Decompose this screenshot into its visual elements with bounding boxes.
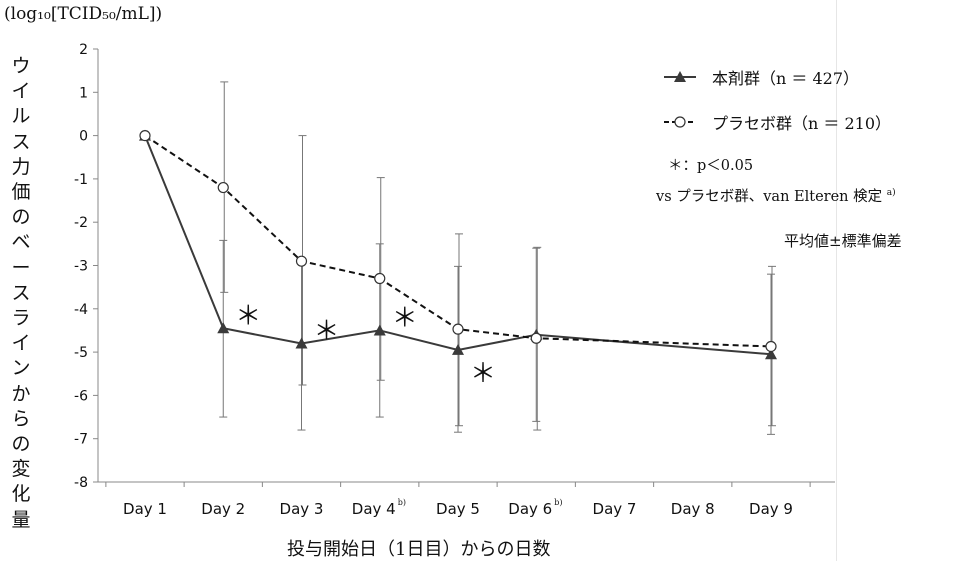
x-tick-label: Day 1 <box>123 500 167 518</box>
significance-star: ＊ <box>235 301 261 331</box>
data-point-series2 <box>217 181 229 194</box>
x-tick-footnote: b) <box>554 498 562 507</box>
y-tick-label: -3 <box>74 259 88 275</box>
legend-open-circle-icon <box>664 116 696 128</box>
y-tick-label: -4 <box>74 302 88 318</box>
x-tick-label: Day 6 <box>508 500 552 518</box>
data-point-series2 <box>295 255 308 267</box>
x-tick-label: Day 7 <box>593 500 637 518</box>
y-tick-label: 2 <box>79 42 88 58</box>
data-point-series1 <box>373 324 386 336</box>
panel-divider <box>836 0 837 561</box>
series-markers <box>139 129 777 360</box>
y-tick-label: -2 <box>74 215 88 231</box>
significance-note: ＊：p＜0.05 <box>668 158 754 174</box>
x-axis-title: 投与開始日（1日目）からの日数 <box>287 539 551 560</box>
x-tick-label: Day 9 <box>749 500 793 518</box>
legend-label-series1: 本剤群（n ＝ 427） <box>712 69 860 88</box>
y-tick-label: -6 <box>74 388 88 404</box>
data-point-series1 <box>765 348 777 360</box>
x-tick-label: Day 5 <box>436 500 480 518</box>
error-bar-note: 平均値±標準偏差 <box>784 232 902 250</box>
x-tick-label: Day 8 <box>671 500 715 518</box>
y-unit-label: (log₁₀[TCID₅₀/mL]) <box>4 4 163 24</box>
data-point-series1 <box>295 337 308 349</box>
data-point-series2 <box>765 340 777 353</box>
x-tick-label: Day 2 <box>201 500 245 518</box>
legend-item-series2: プラセボ群（n ＝ 210） <box>662 109 891 135</box>
significance-star: ＊ <box>392 303 418 333</box>
x-tick-label: Day 4 <box>352 500 396 518</box>
data-point-series1 <box>217 322 230 334</box>
significance-star: ＊ <box>314 316 340 346</box>
test-note: vs プラセボ群、van Elteren 検定 a) <box>656 185 896 206</box>
y-tick-label: -7 <box>74 432 88 448</box>
test-note-text: vs プラセボ群、van Elteren 検定 <box>656 189 883 205</box>
x-tick-footnote: b) <box>398 498 406 507</box>
data-point-series2 <box>530 332 542 344</box>
legend-label-series2: プラセボ群（n ＝ 210） <box>712 114 892 133</box>
y-tick-label: 0 <box>79 129 88 145</box>
data-point-series2 <box>374 272 386 285</box>
chart-axes <box>93 48 835 487</box>
y-tick-label: -5 <box>74 345 88 361</box>
legend-triangle-icon <box>664 71 696 82</box>
data-point-series2 <box>139 130 151 142</box>
y-tick-label: 1 <box>79 85 88 101</box>
legend-item-series1: 本剤群（n ＝ 427） <box>662 64 859 90</box>
data-point-series2 <box>452 323 464 335</box>
y-tick-label: -1 <box>74 172 88 188</box>
data-point-series1 <box>452 343 464 355</box>
test-note-footnote: a) <box>886 188 896 199</box>
significance-star: ＊ <box>470 359 496 389</box>
x-tick-label: Day 3 <box>280 500 324 518</box>
y-axis-title: ウイルス力価のベースラインからの変化量 <box>11 55 31 531</box>
significance-markers: ＊ ＊ ＊ ＊ <box>235 301 496 389</box>
y-tick-label: -8 <box>74 475 88 491</box>
